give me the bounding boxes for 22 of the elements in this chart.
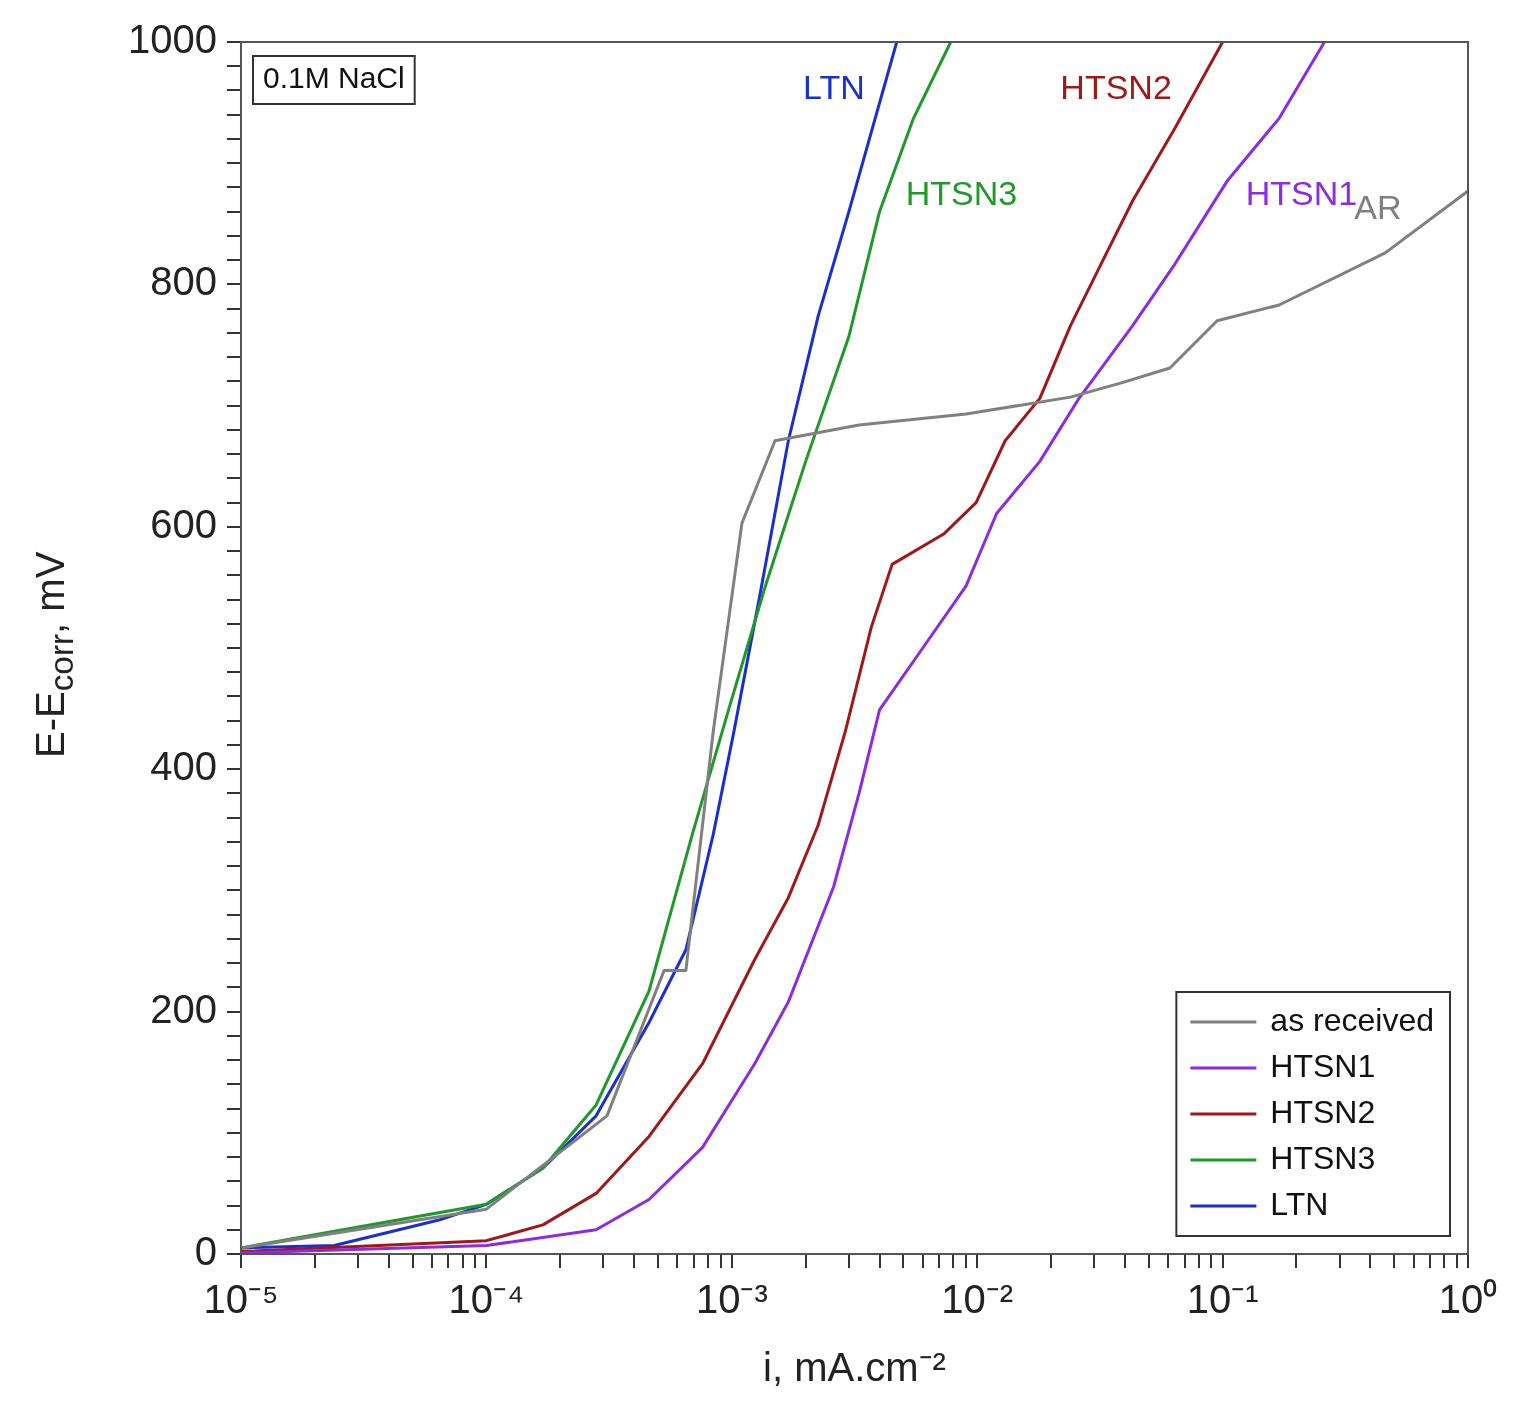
x-tick-label: 10⁻⁴ bbox=[448, 1277, 525, 1322]
x-tick-label: 10⁻³ bbox=[695, 1277, 768, 1322]
annotation: HTSN2 bbox=[1060, 67, 1172, 106]
y-tick-label: 1000 bbox=[128, 17, 217, 62]
annotation: 0.1M NaCl bbox=[262, 61, 405, 95]
y-tick-label: 600 bbox=[150, 501, 217, 546]
x-tick-label: 10⁻² bbox=[941, 1277, 1014, 1322]
x-tick-label: 10⁻⁵ bbox=[203, 1277, 279, 1322]
legend-label: HTSN2 bbox=[1270, 1093, 1376, 1130]
y-tick-label: 800 bbox=[150, 259, 217, 304]
annotation: LTN bbox=[803, 67, 865, 106]
annotation: HTSN3 bbox=[905, 174, 1018, 213]
x-tick-label: 10⁻¹ bbox=[1186, 1277, 1259, 1322]
legend-label: LTN bbox=[1270, 1185, 1329, 1222]
legend-label: HTSN1 bbox=[1270, 1047, 1376, 1084]
y-tick-label: 200 bbox=[150, 986, 217, 1031]
y-tick-label: 0 bbox=[194, 1229, 217, 1274]
legend-label: HTSN3 bbox=[1270, 1139, 1376, 1176]
legend-label: as received bbox=[1270, 1001, 1434, 1038]
x-tick-label: 10⁰ bbox=[1438, 1277, 1498, 1322]
y-tick-label: 400 bbox=[150, 744, 217, 789]
x-axis-title: i, mA.cm⁻² bbox=[763, 1345, 946, 1390]
